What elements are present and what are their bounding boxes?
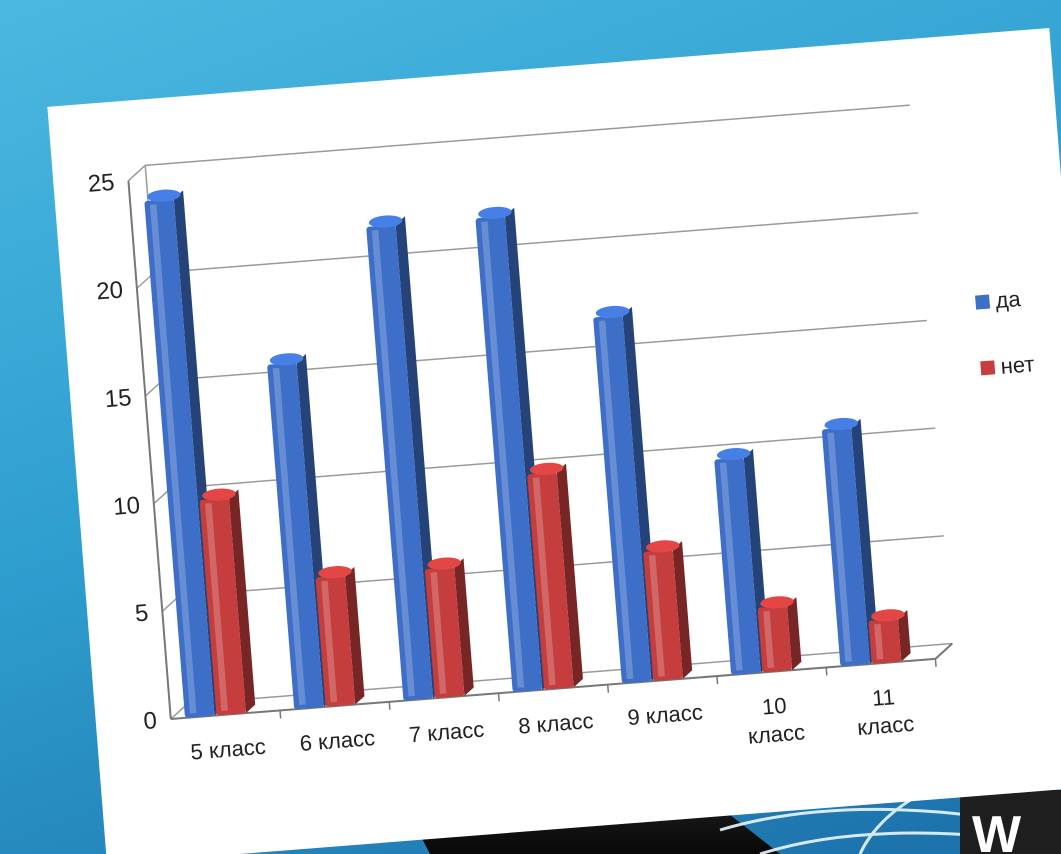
bar-top bbox=[529, 462, 564, 475]
bar bbox=[475, 216, 542, 692]
bar bbox=[366, 224, 433, 701]
bar-top bbox=[147, 189, 181, 202]
bar bbox=[593, 315, 652, 684]
bar-top bbox=[202, 488, 236, 501]
bar bbox=[714, 457, 761, 675]
y-tick-label: 10 bbox=[112, 492, 141, 521]
bar-side bbox=[897, 610, 911, 662]
bar-side bbox=[851, 418, 880, 665]
bar-top bbox=[269, 353, 304, 366]
y-axis bbox=[127, 180, 172, 720]
bar bbox=[315, 575, 355, 707]
x-tick-label: 10класс bbox=[745, 691, 806, 748]
logo-letter: W bbox=[972, 806, 1022, 854]
legend-swatch bbox=[975, 294, 991, 310]
x-tick-label-line: 8 класс bbox=[517, 708, 594, 739]
bar-highlight bbox=[719, 462, 743, 671]
x-tick-label: 11класс bbox=[854, 683, 915, 740]
bar-highlight bbox=[430, 572, 447, 694]
bar-side bbox=[787, 597, 802, 671]
x-tick-label-line: 6 класс bbox=[299, 725, 376, 756]
bar-top bbox=[427, 557, 461, 570]
x-tick-label: 8 класс bbox=[517, 708, 594, 739]
bar bbox=[424, 566, 465, 699]
bar-side bbox=[556, 463, 583, 688]
bar-top bbox=[318, 566, 352, 579]
bar-side bbox=[672, 541, 693, 679]
bar bbox=[267, 362, 324, 710]
bar-top bbox=[824, 417, 858, 431]
x-tick-label-line: 10 bbox=[761, 693, 787, 720]
bar-top bbox=[595, 305, 630, 319]
legend-label: нет bbox=[1000, 351, 1036, 379]
x-tick bbox=[606, 684, 610, 693]
x-tick bbox=[279, 710, 282, 719]
bar bbox=[144, 199, 215, 718]
y-tick-label: 15 bbox=[104, 384, 133, 413]
bar-highlight bbox=[827, 432, 852, 662]
bar-top bbox=[871, 609, 905, 622]
x-tick bbox=[716, 676, 719, 685]
bar bbox=[821, 427, 870, 667]
x-tick bbox=[497, 693, 500, 702]
x-tick-label-line: 9 класс bbox=[627, 699, 704, 730]
y-tick-label: 0 bbox=[142, 707, 157, 735]
x-tick bbox=[825, 667, 828, 676]
bar-top bbox=[716, 448, 751, 461]
bar bbox=[643, 549, 683, 681]
bar-highlight bbox=[272, 367, 306, 705]
gridline bbox=[153, 212, 919, 274]
bar-highlight bbox=[532, 477, 556, 686]
x-tick-label: 6 класс bbox=[299, 725, 376, 756]
bar-top bbox=[368, 215, 403, 228]
y-tick-label: 20 bbox=[95, 277, 124, 306]
legend-label: да bbox=[995, 286, 1023, 313]
bar-highlight bbox=[874, 623, 884, 660]
x-tick-label: 9 класс bbox=[627, 699, 704, 730]
x-axis-depth bbox=[934, 642, 953, 660]
bar-highlight bbox=[763, 610, 775, 669]
bar-top bbox=[760, 596, 794, 609]
x-tick bbox=[934, 658, 937, 667]
bar-top bbox=[645, 540, 680, 553]
bar-top bbox=[478, 206, 512, 220]
bar bbox=[199, 498, 246, 716]
bar-highlight bbox=[648, 554, 665, 677]
x-tick-label-line: класс bbox=[856, 711, 915, 740]
gridline-depth bbox=[127, 164, 146, 182]
y-tick-label: 5 bbox=[134, 600, 149, 628]
x-tick-label-line: 11 bbox=[871, 684, 896, 711]
plot-area: 0 5 10 15 20 25 5 класс 6 класс 7 класс 8 класс 9 … bbox=[87, 104, 1036, 765]
bar bbox=[527, 472, 574, 690]
x-tick-label: 5 класс bbox=[190, 734, 267, 765]
x-tick-label: 7 класс bbox=[408, 717, 485, 748]
bar-side bbox=[345, 566, 365, 705]
bar-highlight bbox=[371, 230, 415, 697]
bar-side bbox=[229, 489, 256, 714]
y-tick-label: 25 bbox=[87, 169, 116, 198]
x-tick-label-line: 5 класс bbox=[190, 734, 267, 765]
bar-highlight bbox=[481, 221, 525, 688]
bar-highlight bbox=[205, 503, 228, 712]
bar bbox=[757, 605, 792, 673]
bar-highlight bbox=[149, 204, 197, 714]
x-tick-label-line: 7 класс bbox=[408, 717, 485, 748]
bar-highlight bbox=[598, 320, 634, 680]
bar bbox=[868, 618, 902, 664]
bar-side bbox=[454, 558, 474, 696]
x-tick bbox=[388, 701, 391, 710]
x-tick-label-line: класс bbox=[747, 719, 806, 748]
bar-highlight bbox=[321, 580, 338, 703]
legend-swatch bbox=[980, 360, 996, 376]
logo-block bbox=[960, 790, 1061, 854]
gridline bbox=[145, 104, 910, 167]
